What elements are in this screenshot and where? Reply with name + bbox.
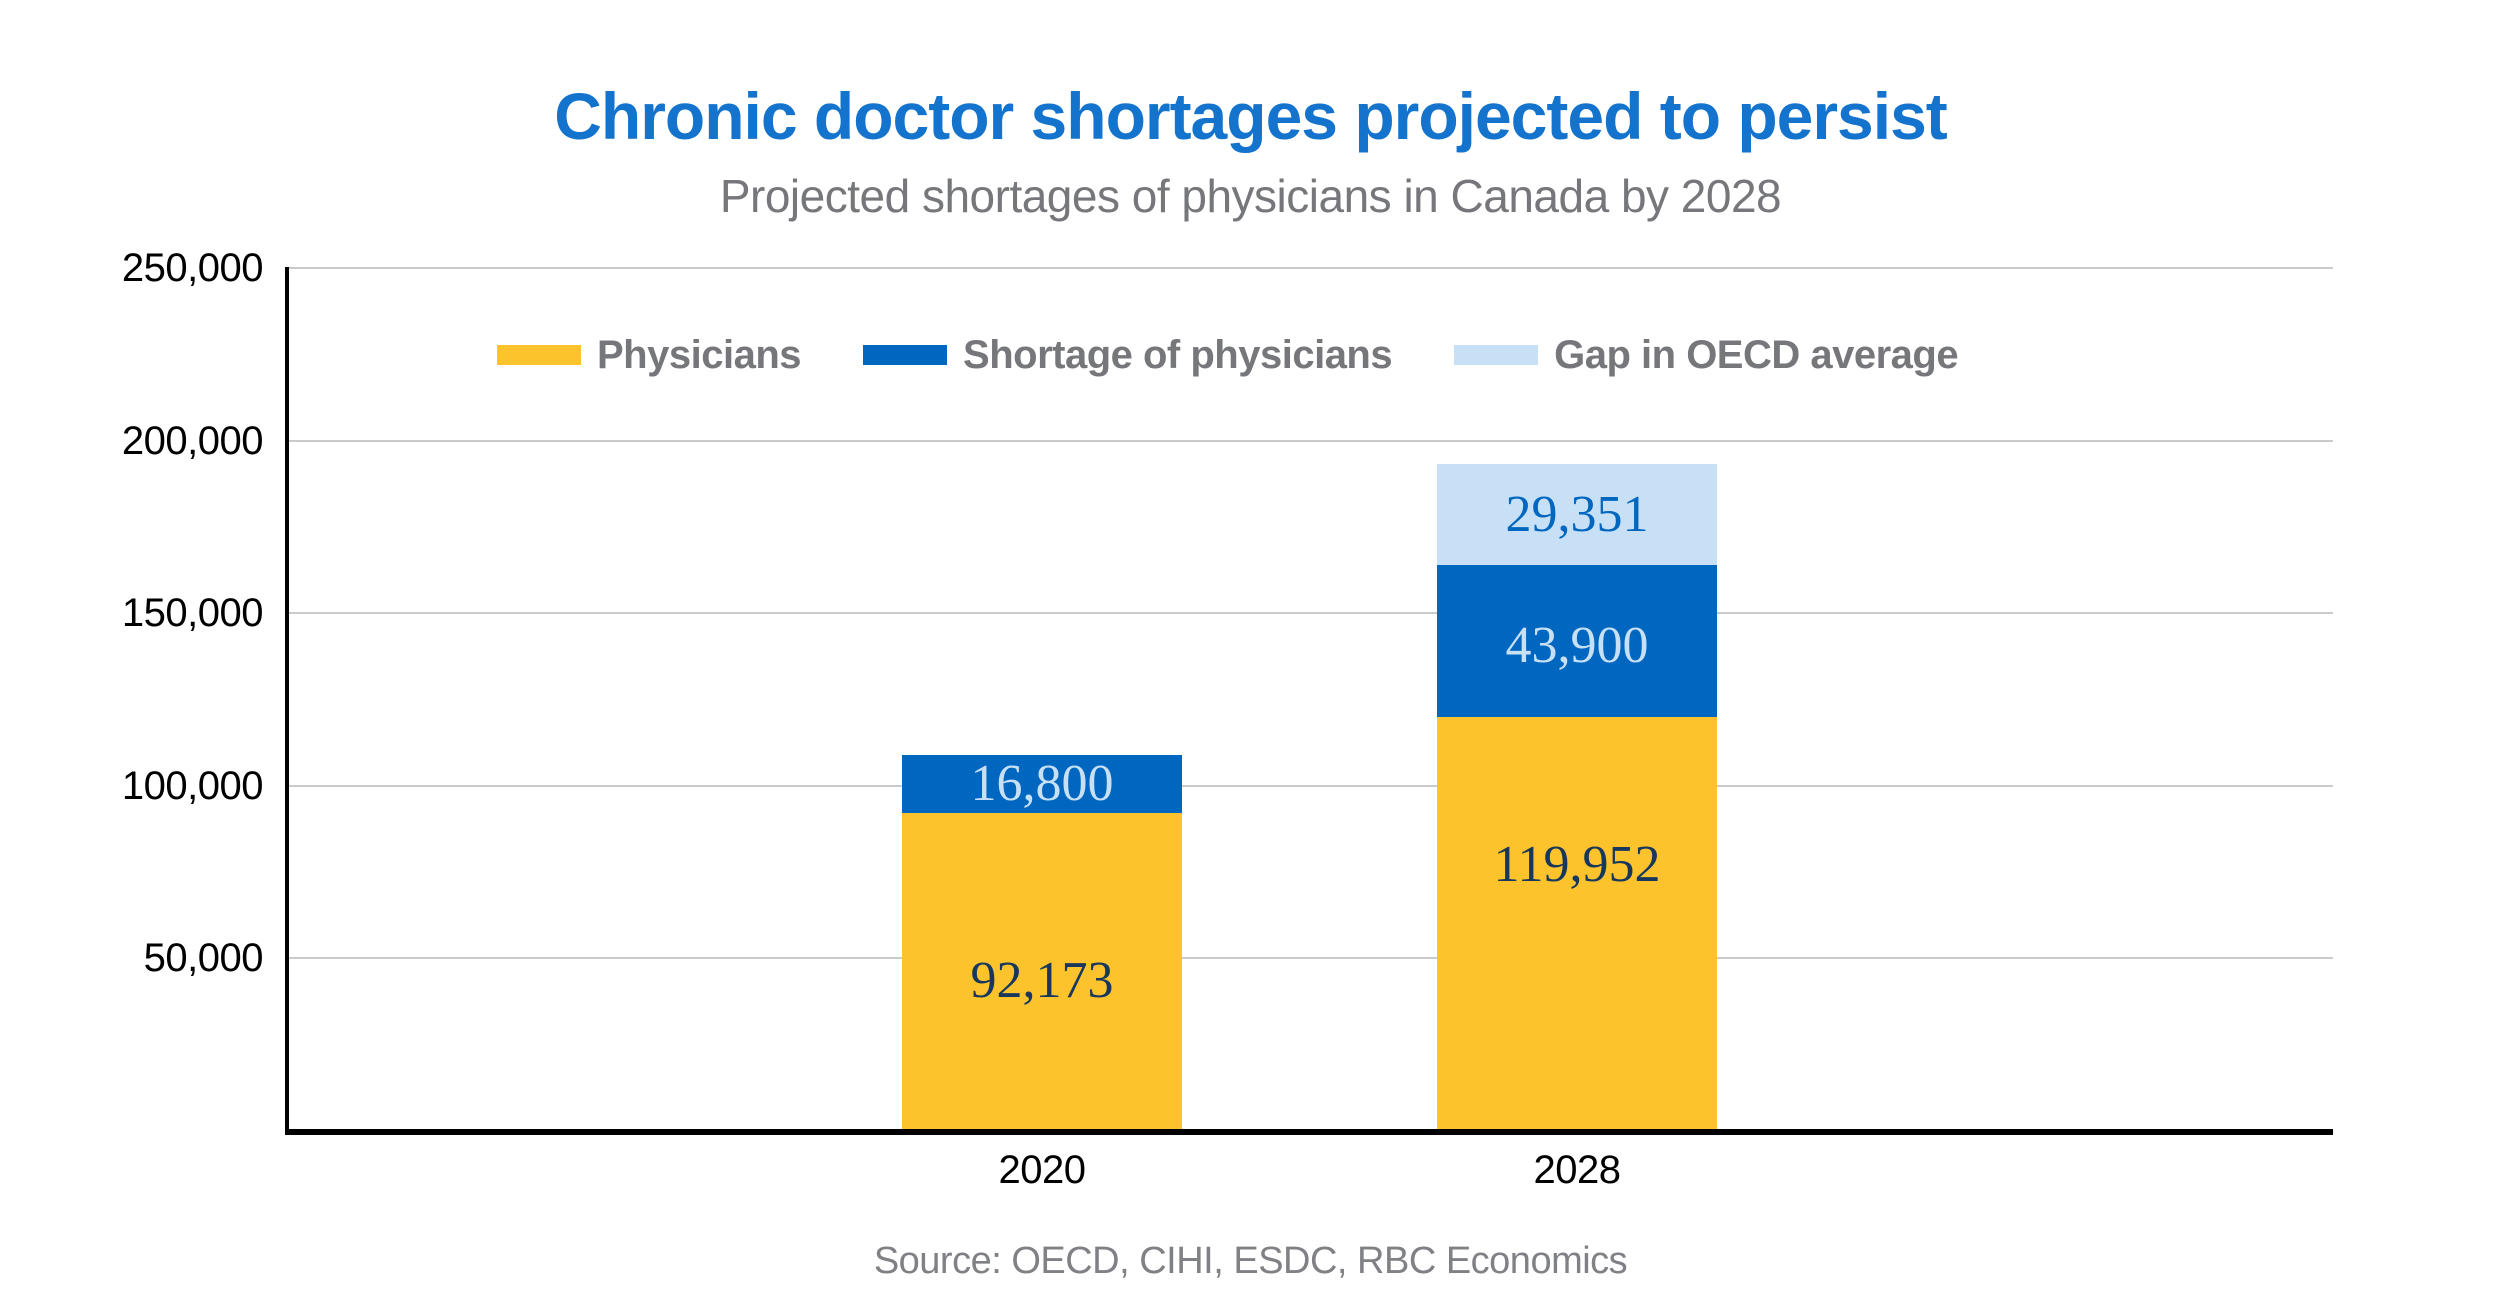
y-axis-tick-label-100000: 100,000 <box>121 763 264 808</box>
y-axis-tick-label-250000: 250,000 <box>121 246 264 290</box>
legend-label-gap: Gap in OECD average <box>1554 333 1959 377</box>
legend-label-physicians: Physicians <box>597 333 802 377</box>
x-axis-label-2020: 2020 <box>998 1148 1086 1192</box>
gap-swatch-icon <box>1454 345 1539 365</box>
chart-subtitle: Projected shortages of physicians in Can… <box>719 170 1782 222</box>
gridline-100000 <box>285 784 2333 787</box>
bar-2020-physicians-segment: 92,173 <box>902 812 1182 1131</box>
y-axis-line <box>285 267 289 1133</box>
legend-item-physicians: Physicians <box>497 331 802 379</box>
gridline-250000 <box>285 267 2333 269</box>
x-axis-line <box>285 1129 2333 1135</box>
y-axis-tick-label-50000: 50,000 <box>143 936 264 981</box>
bar-2028-shortage-value-label: 43,900 <box>1505 616 1649 674</box>
chart-title: Chronic doctor shortages projected to pe… <box>554 79 1948 153</box>
gridline-50000 <box>285 957 2333 960</box>
bar-2020-physicians-value-label: 92,173 <box>970 951 1114 1009</box>
bar-2028-physicians-value-label: 119,952 <box>1493 835 1661 893</box>
bar-2020: 92,173 16,800 <box>902 268 1182 1131</box>
shortage-swatch-icon <box>863 345 948 365</box>
bar-2028-physicians-segment: 119,952 <box>1437 716 1717 1131</box>
bar-2028-gap-value-label: 29,351 <box>1505 485 1649 543</box>
gridline-200000 <box>285 439 2333 442</box>
bar-2020-shortage-segment: 16,800 <box>902 754 1182 813</box>
legend-label-shortage: Shortage of physicians <box>963 333 1393 377</box>
physicians-swatch-icon <box>497 345 581 365</box>
bar-2028: 119,952 43,900 29,351 <box>1437 268 1717 1131</box>
x-axis-label-2028: 2028 <box>1533 1148 1621 1192</box>
bar-2028-shortage-segment: 43,900 <box>1437 565 1717 717</box>
legend-item-shortage: Shortage of physicians <box>863 331 1393 379</box>
source-note: Source: OECD, CIHI, ESDC, RBC Economics <box>873 1240 1628 1282</box>
y-axis-tick-label-150000: 150,000 <box>121 591 264 636</box>
bar-2028-gap-segment: 29,351 <box>1437 464 1717 566</box>
legend: Physicians Shortage of physicians Gap in… <box>497 331 1959 379</box>
y-axis-tick-label-200000: 200,000 <box>121 418 264 463</box>
legend-item-gap: Gap in OECD average <box>1454 331 1959 379</box>
plot-area: Physicians Shortage of physicians Gap in… <box>285 267 2333 1135</box>
gridline-150000 <box>285 612 2333 615</box>
bar-2020-shortage-value-label: 16,800 <box>970 754 1114 812</box>
